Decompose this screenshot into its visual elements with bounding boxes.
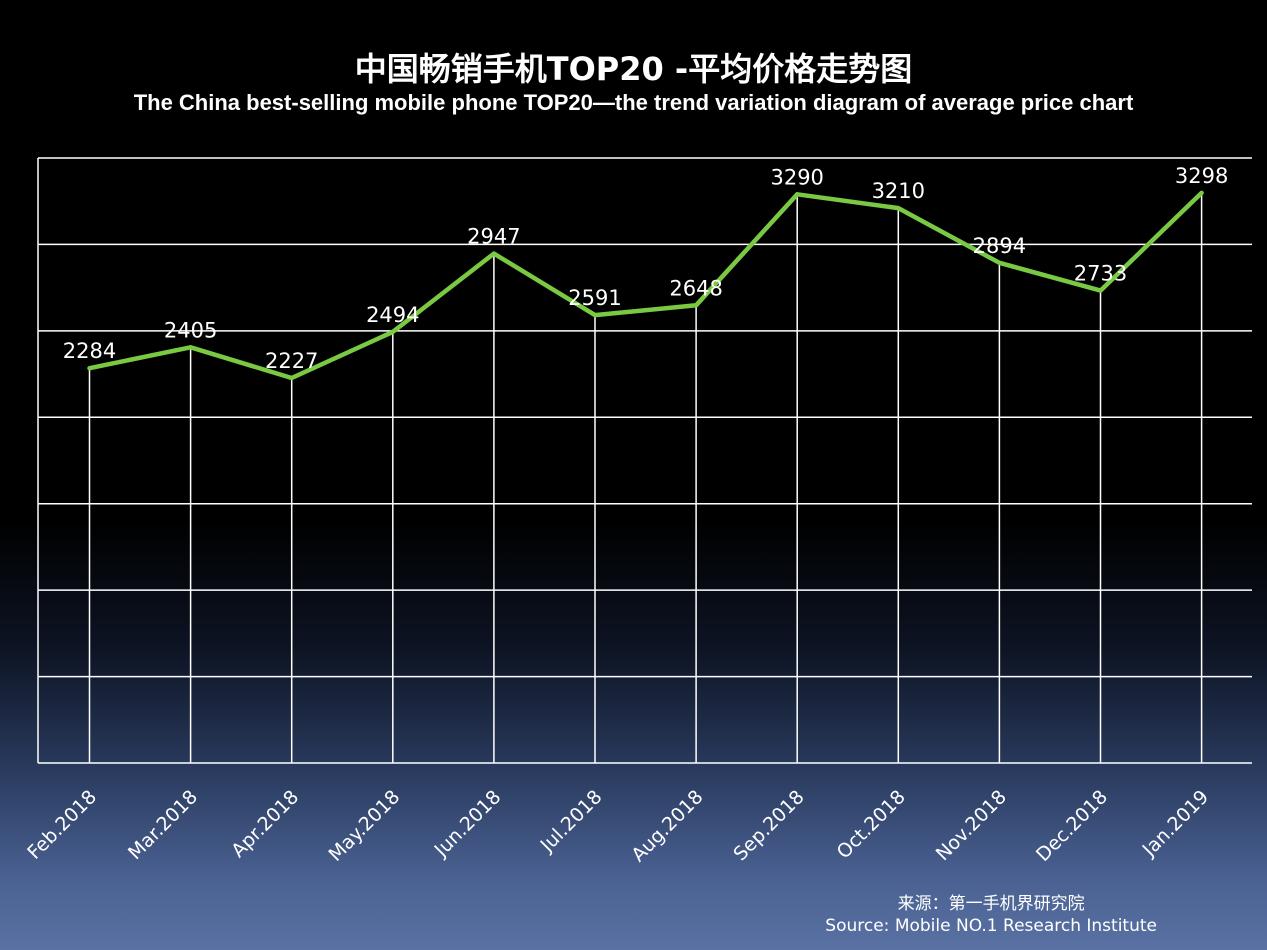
chart-title: 中国畅销手机TOP20 -平均价格走势图 <box>354 50 913 88</box>
data-label: 2648 <box>669 276 722 300</box>
data-point <box>694 303 699 308</box>
source-en: Source: Mobile NO.1 Research Institute <box>825 916 1157 936</box>
x-tick-label: Aug.2018 <box>627 786 707 866</box>
x-tick-label: Apr.2018 <box>227 786 303 862</box>
data-label: 3298 <box>1175 164 1228 188</box>
data-point <box>188 345 193 350</box>
x-tick-label: Nov.2018 <box>932 786 1011 865</box>
data-point <box>491 251 496 256</box>
x-tick-label: Dec.2018 <box>1032 786 1112 866</box>
data-label: 2947 <box>467 225 520 249</box>
data-label: 2284 <box>63 339 116 363</box>
data-point <box>593 313 597 318</box>
data-label: 2894 <box>973 234 1026 258</box>
data-point <box>795 192 800 197</box>
data-point <box>87 366 92 371</box>
source-note: 来源：第一手机界研究院 Source: Mobile NO.1 Research… <box>825 893 1157 937</box>
data-point <box>390 329 395 334</box>
chart-subtitle: The China best-selling mobile phone TOP2… <box>133 90 1134 115</box>
data-point <box>1199 190 1204 195</box>
x-tick-label: Feb.2018 <box>23 786 101 864</box>
data-point <box>896 206 901 211</box>
data-label: 3290 <box>770 165 823 189</box>
data-point <box>289 376 294 381</box>
data-label: 2405 <box>164 318 217 342</box>
x-tick-label: Sep.2018 <box>729 786 808 865</box>
data-label: 2733 <box>1074 262 1127 286</box>
series-line <box>87 190 1204 381</box>
x-tick-label: Jul.2018 <box>536 786 607 857</box>
x-tick-label: Mar.2018 <box>124 786 202 864</box>
data-point <box>997 260 1002 265</box>
data-label: 2227 <box>265 349 318 373</box>
x-tick-label: Jun.2018 <box>430 786 506 862</box>
x-tick-label: Jan.2019 <box>1138 786 1213 861</box>
data-point <box>1098 288 1103 293</box>
source-cn: 来源：第一手机界研究院 <box>897 894 1085 914</box>
x-tick-label: Oct.2018 <box>833 786 910 863</box>
data-label: 2591 <box>568 286 621 310</box>
x-tick-label: May.2018 <box>324 786 404 866</box>
data-label: 3210 <box>872 179 925 203</box>
data-label: 2494 <box>366 303 419 327</box>
